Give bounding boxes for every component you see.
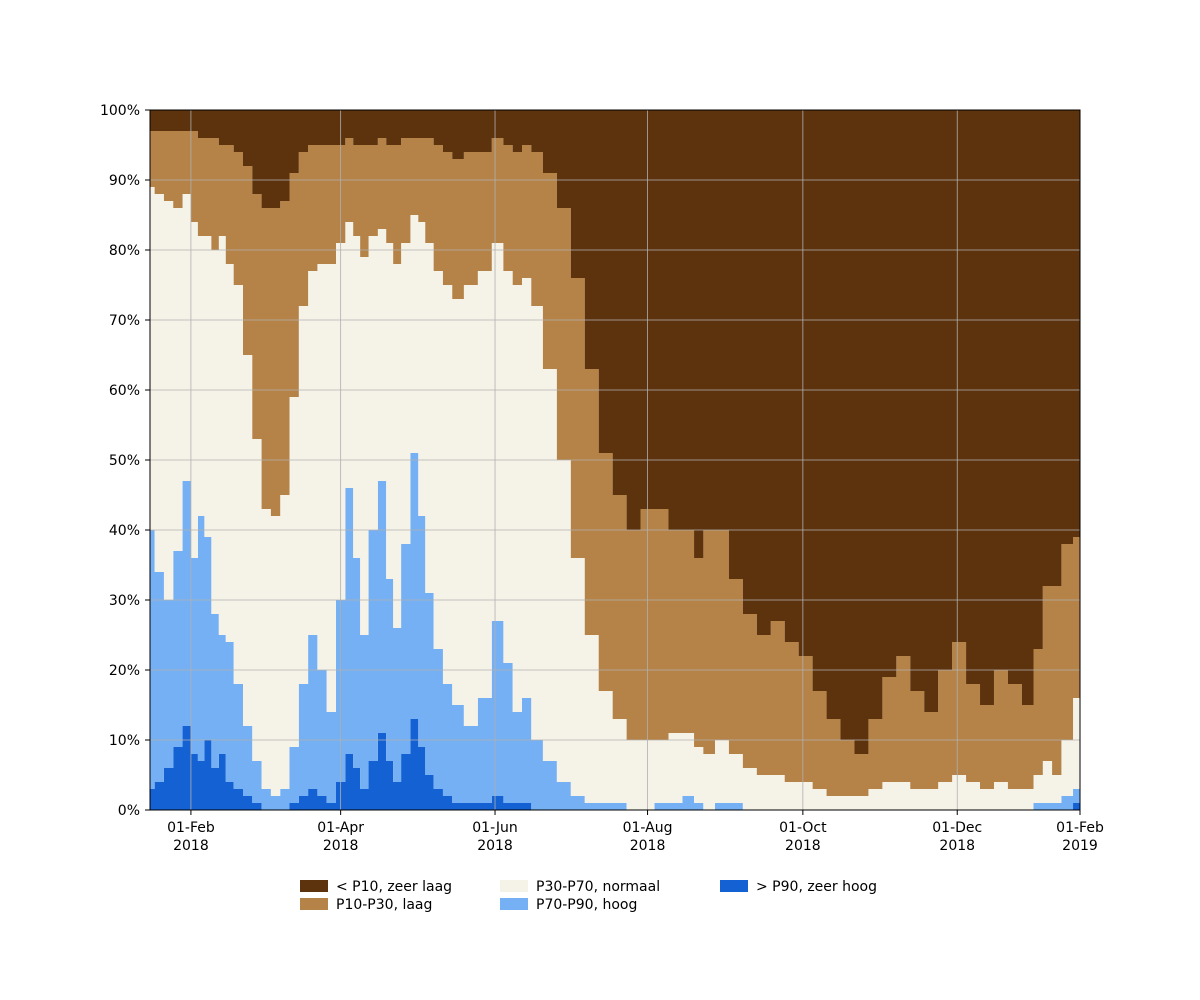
x-tick-sublabel: 2018	[939, 838, 975, 854]
y-tick-label: 70%	[109, 313, 140, 329]
legend-label: P30-P70, normaal	[536, 879, 660, 895]
x-tick-sublabel: 2018	[785, 838, 821, 854]
x-tick-label: 01-Aug	[623, 820, 673, 836]
y-tick-label: 80%	[109, 243, 140, 259]
stacked-area-chart: 0% 10% 20% 30% 40% 50% 60% 70% 80% 90% 100% 01-Feb 2…	[0, 0, 1200, 1000]
x-tick-label: 01-Apr	[317, 820, 364, 836]
y-tick-label: 100%	[100, 103, 140, 119]
y-tick-label: 30%	[109, 593, 140, 609]
x-tick-label: 01-Jun	[472, 820, 518, 836]
y-tick-label: 50%	[109, 453, 140, 469]
legend-label: P10-P30, laag	[336, 897, 432, 913]
legend-swatch	[720, 880, 748, 892]
legend-swatch	[500, 898, 528, 910]
x-tick-label: 01-Dec	[932, 820, 982, 836]
legend-label: < P10, zeer laag	[336, 879, 452, 895]
x-tick-sublabel: 2019	[1062, 838, 1098, 854]
x-tick-sublabel: 2018	[477, 838, 513, 854]
y-tick-label: 90%	[109, 173, 140, 189]
x-tick-sublabel: 2018	[173, 838, 209, 854]
legend-label: P70-P90, hoog	[536, 897, 637, 913]
y-tick-label: 40%	[109, 523, 140, 539]
y-tick-label: 60%	[109, 383, 140, 399]
y-tick-label: 20%	[109, 663, 140, 679]
chart-svg: 0% 10% 20% 30% 40% 50% 60% 70% 80% 90% 100% 01-Feb 2…	[0, 0, 1200, 1000]
legend-swatch	[300, 880, 328, 892]
y-tick-label: 0%	[118, 803, 140, 819]
legend-swatch	[300, 898, 328, 910]
legend-swatch	[500, 880, 528, 892]
legend-label: > P90, zeer hoog	[756, 879, 877, 895]
x-tick-label: 01-Oct	[779, 820, 827, 836]
y-tick-label: 10%	[109, 733, 140, 749]
x-tick-label: 01-Feb	[1056, 820, 1104, 836]
x-tick-sublabel: 2018	[323, 838, 359, 854]
x-tick-sublabel: 2018	[630, 838, 666, 854]
x-tick-label: 01-Feb	[167, 820, 215, 836]
